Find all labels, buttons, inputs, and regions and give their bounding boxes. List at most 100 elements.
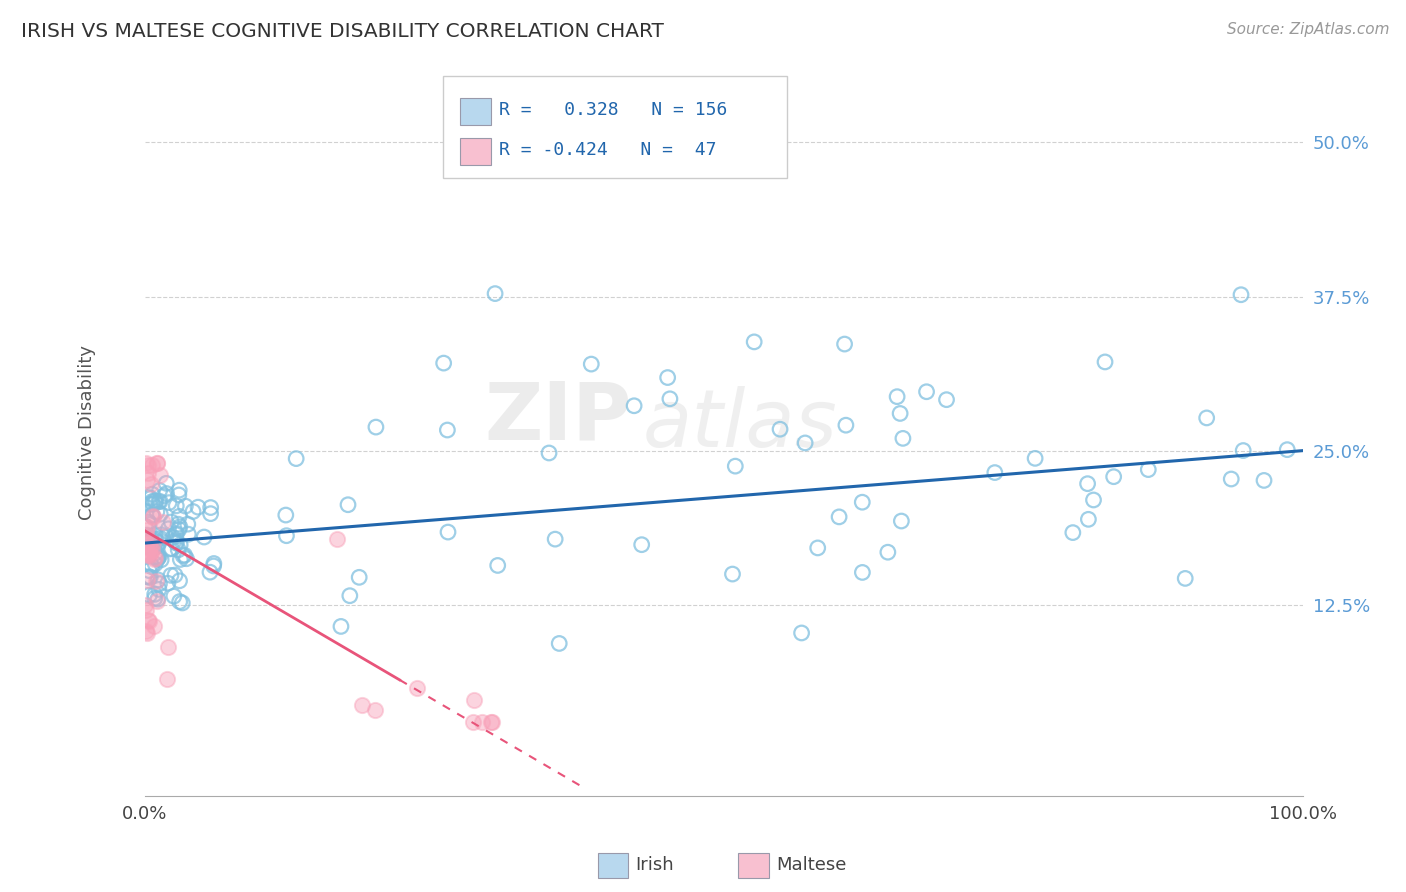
Point [1077,476,1099,491]
Point [156,576,179,591]
Point [145,574,167,589]
Point [146,592,169,607]
Point [143,528,166,542]
Point [405,681,427,695]
Point [1174,571,1197,585]
Point [163,589,186,603]
Point [742,334,765,349]
Point [481,714,503,729]
Point [141,543,163,558]
Point [145,546,167,560]
Point [165,499,187,513]
Point [461,714,484,729]
Point [136,540,159,554]
Point [202,558,225,573]
Point [142,509,165,524]
Point [890,514,912,528]
Point [136,473,159,487]
Point [157,495,180,509]
Point [177,527,200,541]
Point [794,436,817,450]
Point [142,551,165,566]
Point [146,539,169,553]
Point [167,483,190,498]
Point [1083,493,1105,508]
Point [157,522,180,536]
Point [155,476,177,491]
Point [139,534,162,549]
Point [142,619,165,633]
Point [285,451,308,466]
Point [807,541,830,555]
Point [165,526,187,541]
Point [146,549,169,564]
Point [886,390,908,404]
Point [486,558,509,573]
Point [135,624,157,639]
Point [1232,443,1254,458]
Point [139,535,162,549]
Point [544,532,567,546]
Point [150,553,173,567]
Point [141,494,163,508]
Point [141,497,163,511]
Point [177,517,200,532]
Point [364,703,387,717]
Point [1277,442,1299,457]
Point [139,477,162,491]
Point [146,593,169,607]
Point [347,570,370,584]
Point [139,546,162,560]
Point [193,530,215,544]
Point [143,587,166,601]
Point [138,570,160,584]
Point [149,467,172,482]
Point [136,549,159,563]
Point [200,507,222,521]
Point [364,420,387,434]
Point [548,636,571,650]
Point [187,500,209,515]
Point [325,532,347,546]
Point [152,515,174,529]
Point [984,466,1007,480]
Point [138,564,160,578]
Point [724,459,747,474]
Point [167,542,190,557]
Point [337,498,360,512]
Point [136,466,159,480]
Point [437,524,460,539]
Point [155,486,177,500]
Point [145,533,167,548]
Point [174,499,197,513]
Point [1195,411,1218,425]
Point [159,541,181,556]
Point [135,523,157,537]
Point [790,626,813,640]
Point [143,557,166,571]
Point [167,517,190,532]
Point [172,596,194,610]
Point [139,570,162,584]
Point [145,549,167,564]
Point [162,531,184,545]
Text: R =   0.328   N = 156: R = 0.328 N = 156 [499,101,727,119]
Point [149,531,172,545]
Point [145,494,167,508]
Point [143,494,166,508]
Point [149,483,172,498]
Point [915,384,938,399]
Point [135,533,157,548]
Point [142,535,165,549]
Point [135,626,157,640]
Point [339,589,361,603]
Point [138,588,160,602]
Point [1024,451,1046,466]
Point [935,392,957,407]
Point [155,530,177,544]
Point [721,567,744,582]
Point [330,619,353,633]
Point [146,456,169,470]
Point [160,568,183,582]
Point [138,491,160,505]
